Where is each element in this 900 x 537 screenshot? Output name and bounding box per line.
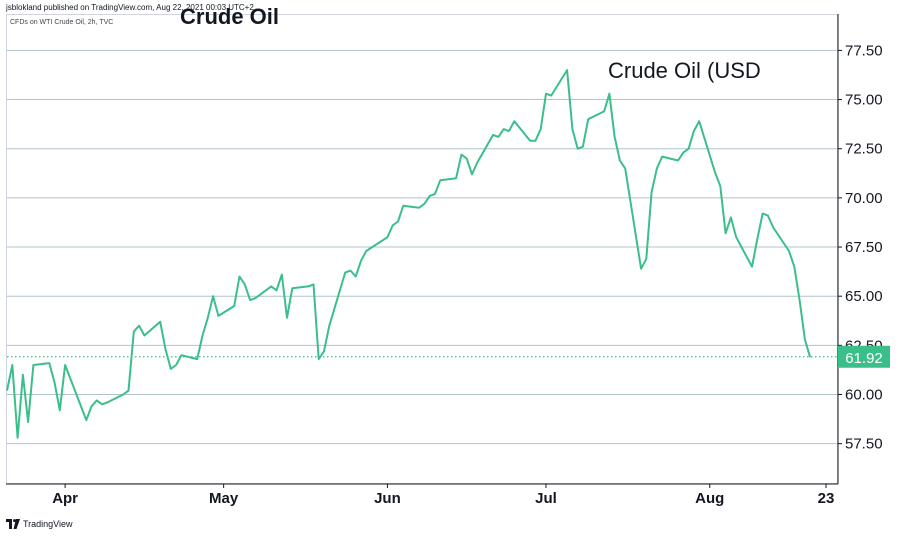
inner-chart-title: Crude Oil (USD xyxy=(608,58,761,83)
tradingview-logo-icon[interactable] xyxy=(6,519,20,529)
y-tick-label: 67.50 xyxy=(845,239,883,256)
chart-title: Crude Oil xyxy=(180,6,280,28)
y-tick-label: 60.00 xyxy=(845,387,883,404)
tradingview-brand[interactable]: TradingView xyxy=(23,519,73,529)
symbol-line: CFDs on WTI Crude Oil, 2h, TVC xyxy=(10,19,114,26)
y-tick-label: 70.00 xyxy=(845,190,883,207)
last-value-label: 61.92 xyxy=(845,350,883,367)
x-tick-label: 23 xyxy=(818,490,835,507)
x-tick-label: May xyxy=(209,490,239,507)
footer: TradingView xyxy=(6,519,73,529)
price-line[interactable] xyxy=(6,69,812,439)
x-tick-label: Jun xyxy=(374,490,401,507)
x-tick-label: Aug xyxy=(695,490,724,507)
y-tick-label: 57.50 xyxy=(845,436,883,453)
y-tick-label: 77.50 xyxy=(845,42,883,59)
x-tick-label: Apr xyxy=(52,490,78,507)
y-tick-label: 75.00 xyxy=(845,92,883,109)
y-tick-label: 65.00 xyxy=(845,288,883,305)
y-tick-label: 72.50 xyxy=(845,141,883,158)
publisher-line: jsblokland published on TradingView.com,… xyxy=(6,3,254,12)
x-tick-label: Jul xyxy=(535,490,557,507)
last-value-tag xyxy=(838,345,890,368)
